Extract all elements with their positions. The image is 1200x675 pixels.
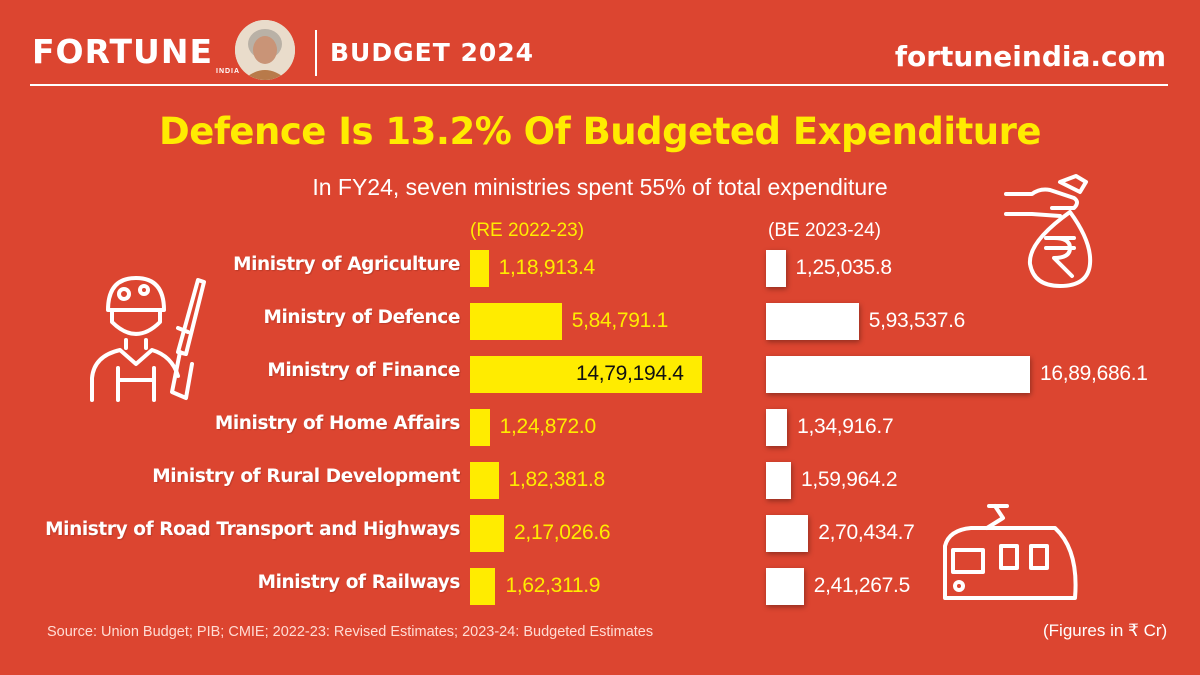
category-label: Ministry of Rural Development <box>152 466 460 487</box>
value-label-be: 5,93,537.6 <box>868 309 966 332</box>
units-note: (Figures in ₹ Cr) <box>1043 621 1168 640</box>
value-label-re: 1,82,381.8 <box>508 468 606 491</box>
portrait-photo <box>235 20 295 80</box>
legend-be: (BE 2023-24) <box>768 220 882 241</box>
bar-be <box>766 515 809 552</box>
header-divider <box>315 30 317 76</box>
chart-subtitle: In FY24, seven ministries spent 55% of t… <box>312 174 888 200</box>
legend-re: (RE 2022-23) <box>470 220 585 241</box>
bar-be <box>766 356 1030 393</box>
value-label-re: 1,24,872.0 <box>499 415 597 438</box>
bar-re <box>470 409 490 446</box>
avatar <box>235 20 295 80</box>
site-url[interactable]: fortuneindia.com <box>894 40 1166 73</box>
soldier-icon <box>90 276 206 402</box>
source-note: Source: Union Budget; PIB; CMIE; 2022-23… <box>47 624 654 640</box>
bar-be <box>766 303 859 340</box>
category-label: Ministry of Road Transport and Highways <box>45 519 460 540</box>
value-label-re: 5,84,791.1 <box>571 309 669 332</box>
category-label: Ministry of Defence <box>263 307 460 328</box>
value-label-re: 1,18,913.4 <box>498 256 596 279</box>
category-label: Ministry of Home Affairs <box>214 413 461 434</box>
value-label-re: 14,79,194.4 <box>576 362 684 385</box>
edition-label: BUDGET 2024 <box>330 38 535 67</box>
bar-re <box>470 250 489 287</box>
value-label-be: 2,70,434.7 <box>818 521 915 544</box>
category-label: Ministry of Agriculture <box>233 254 460 275</box>
chart-title: Defence Is 13.2% Of Budgeted Expenditure <box>159 110 1041 153</box>
header: FORTUNE INDIA BUDGET 2024 fortuneindia.c… <box>30 20 1168 86</box>
bar-re <box>470 356 702 393</box>
bar-re <box>470 568 496 605</box>
category-label: Ministry of Railways <box>257 572 461 593</box>
train-icon <box>943 504 1078 600</box>
value-label-be: 1,59,964.2 <box>800 468 898 491</box>
category-label: Ministry of Finance <box>267 360 460 381</box>
brand-logo: FORTUNE <box>32 32 213 71</box>
value-label-re: 1,62,311.9 <box>505 574 601 597</box>
bar-be <box>766 409 788 446</box>
bar-be <box>766 568 804 605</box>
bar-be <box>766 250 786 287</box>
bar-be <box>766 462 791 499</box>
value-label-be: 2,41,267.5 <box>813 574 911 597</box>
value-label-be: 1,34,916.7 <box>797 415 894 438</box>
value-label-be: 16,89,686.1 <box>1040 362 1148 385</box>
value-label-re: 2,17,026.6 <box>514 521 611 544</box>
bar-re <box>470 462 499 499</box>
bar-re <box>470 303 562 340</box>
brand-sub: INDIA <box>216 68 241 75</box>
value-label-be: 1,25,035.8 <box>795 256 893 279</box>
bar-re <box>470 515 505 552</box>
money-bag-icon <box>1004 174 1093 288</box>
